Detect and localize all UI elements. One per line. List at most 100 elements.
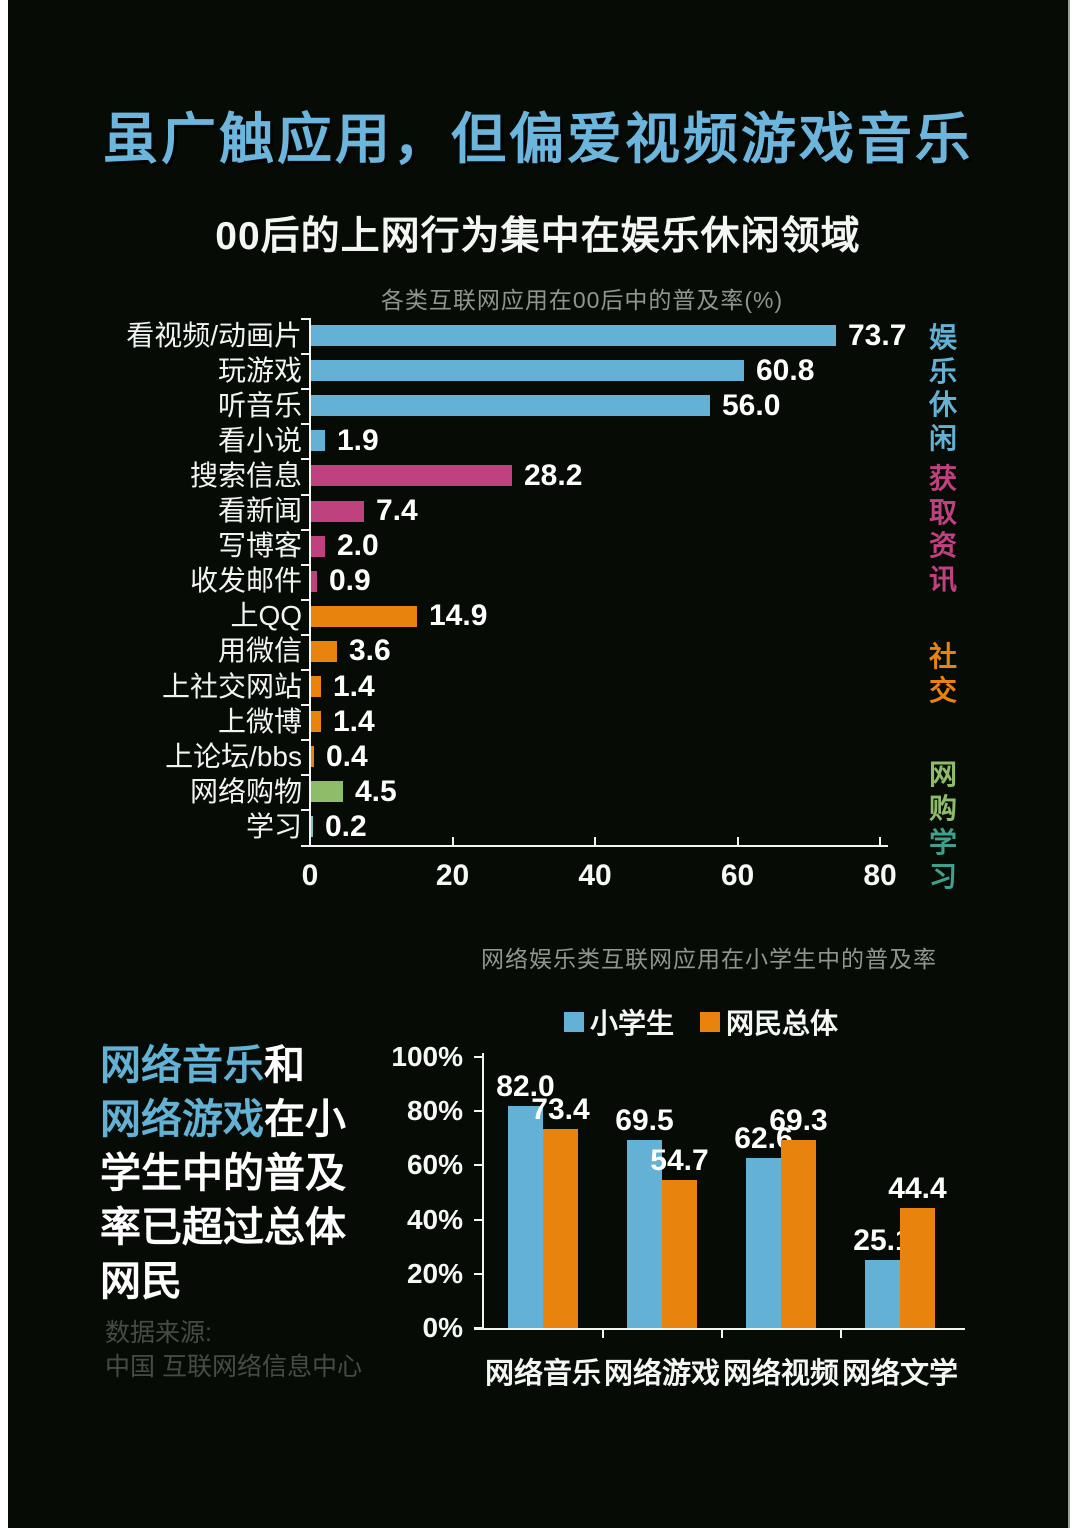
bar-row-label: 听音乐 [217, 389, 302, 421]
bar-row-label: 看视频/动画片 [126, 319, 302, 351]
bar-row-label: 上论坛/bbs [165, 740, 302, 772]
chart1-y-axis-tick [301, 493, 309, 496]
bar [627, 1140, 662, 1328]
chart1-y-axis-tick [301, 669, 309, 671]
chart2-y-axis-tick [474, 1056, 482, 1058]
bar-row-label: 网络购物 [189, 775, 302, 807]
chart2-x-category-label: 网络游戏 [603, 1358, 720, 1390]
chart2-y-tick-label: 80% [406, 1095, 463, 1127]
chart2-title: 网络娱乐类互联网应用在小学生中的普及率 [481, 946, 937, 972]
legend-swatch-icon [564, 1012, 584, 1032]
callout-text: 网络音乐和 网络游戏在小 学生中的普及 率已超过总体 网民 [100, 1038, 346, 1308]
bar [311, 465, 512, 487]
bar [311, 570, 317, 592]
bar [311, 430, 325, 452]
bar [781, 1140, 816, 1328]
bar-value-label: 7.4 [376, 494, 418, 528]
callout-line: 网民 [100, 1254, 346, 1308]
bar-row-label: 搜索信息 [189, 459, 302, 491]
bar-value-label: 4.5 [355, 774, 397, 808]
legend-swatch-icon [700, 1012, 721, 1032]
bar-value-label: 3.6 [349, 634, 391, 668]
legend-item: 网民总体 [700, 1002, 838, 1042]
chart2-y-axis-tick [474, 1164, 482, 1167]
chart2-y-axis-tick [474, 1110, 482, 1113]
bar [311, 535, 325, 557]
category-group-label: 网购 [928, 759, 957, 824]
chart1-x-axis-tick [594, 836, 596, 845]
category-group-label: 社交 [928, 641, 957, 706]
bar-value-label: 56.0 [722, 388, 781, 422]
chart1-y-axis-tick [301, 809, 309, 812]
bar-row-label: 写博客 [217, 530, 302, 562]
chart1-x-axis-line [302, 844, 888, 847]
bar-value-label: 60.8 [756, 353, 815, 387]
bar-value-label: 82.0 [496, 1070, 555, 1103]
callout-line: 率已超过总体 [100, 1200, 346, 1254]
bar-value-label: 73.4 [531, 1093, 590, 1126]
chart1-y-axis-tick [301, 458, 309, 461]
chart1-x-tick-label: 80 [863, 858, 897, 892]
bar-row-label: 玩游戏 [217, 354, 302, 386]
bar [508, 1106, 543, 1328]
poster-title: 虽广触应用，但偏爱视频游戏音乐 [102, 108, 973, 170]
callout-segment: 在小 [264, 1096, 346, 1142]
callout-segment: 率已超过总体 [100, 1204, 346, 1250]
bar [311, 395, 710, 417]
data-source: 数据来源: 中国 互联网络信息中心 [105, 1316, 362, 1384]
chart1-y-axis-tick [301, 774, 309, 777]
bar [311, 746, 314, 768]
bar-row-label: 学习 [245, 810, 302, 842]
chart1-y-axis-tick [301, 388, 309, 391]
chart2-grouped-bar-chart: 100% 80% 60% 40% 20% 0% 82.0 73.4 网络音乐 69.5 54.7 网络… [8, 0, 1068, 1528]
callout-segment: 学生中的普及 [100, 1150, 346, 1196]
category-group-label: 学习 [928, 827, 957, 892]
chart1-y-axis-tick [301, 598, 309, 601]
chart1-horizontal-bar-chart: 看视频/动画片 73.7 玩游戏 60.8 听音乐 56.0 看小说 1.9 搜索信息 28.2 看… [8, 0, 1068, 1528]
bar-row-label: 用微信 [217, 635, 302, 667]
bar-value-label: 54.7 [650, 1144, 709, 1177]
poster-subtitle: 00后的上网行为集中在娱乐休闲领域 [215, 215, 861, 258]
bar-value-label: 0.2 [325, 809, 367, 843]
bar-row-label: 收发邮件 [189, 565, 302, 597]
chart1-x-axis-tick [879, 836, 881, 845]
chart2-y-tick-label: 60% [406, 1149, 463, 1181]
legend-label: 网民总体 [726, 1008, 839, 1039]
chart2-y-tick-label: 0% [422, 1312, 463, 1343]
bar-value-label: 0.9 [329, 564, 371, 598]
chart2-y-axis-tick [474, 1327, 482, 1329]
chart1-y-axis-tick [301, 844, 309, 847]
chart1-x-axis-tick [736, 836, 739, 845]
chart1-y-axis-tick [301, 704, 309, 707]
chart1-y-axis-tick [301, 739, 309, 742]
bar-value-label: 44.4 [888, 1172, 947, 1205]
bar [311, 676, 321, 698]
chart1-y-axis-tick [301, 353, 309, 356]
callout-segment: 网络音乐 [100, 1042, 264, 1088]
bar-value-label: 73.7 [848, 318, 907, 352]
chart1-x-tick-label: 20 [435, 858, 470, 892]
category-group-label: 获取资讯 [928, 463, 957, 595]
bar [311, 325, 836, 347]
bar-row-label: 上微博 [217, 705, 302, 737]
bar [311, 640, 337, 662]
chart1-title: 各类互联网应用在00后中的普及率(%) [380, 287, 784, 313]
chart2-y-tick-label: 100% [391, 1041, 463, 1072]
chart2-x-category-label: 网络音乐 [484, 1358, 601, 1390]
bar-value-label: 2.0 [337, 529, 379, 563]
chart1-x-axis-tick [451, 836, 454, 845]
category-group-label: 娱乐休闲 [928, 322, 957, 454]
chart2-x-axis-tick [602, 1330, 604, 1338]
chart2-x-category-label: 网络文学 [841, 1358, 958, 1390]
chart1-y-axis-tick [301, 633, 309, 636]
chart2-y-axis-line [482, 1053, 484, 1330]
chart2-y-tick-label: 40% [406, 1203, 463, 1235]
bar-row-label: 上社交网站 [161, 670, 302, 702]
chart2-y-axis-tick [474, 1272, 482, 1275]
chart1-x-tick-label: 40 [578, 858, 612, 892]
bar-value-label: 69.3 [769, 1104, 828, 1137]
infographic-poster: 虽广触应用，但偏爱视频游戏音乐 00后的上网行为集中在娱乐休闲领域 各类互联网应… [8, 0, 1070, 1528]
bar-value-label: 1.4 [333, 704, 375, 738]
chart1-y-axis-tick [301, 318, 309, 320]
chart2-x-axis-tick [840, 1330, 842, 1338]
